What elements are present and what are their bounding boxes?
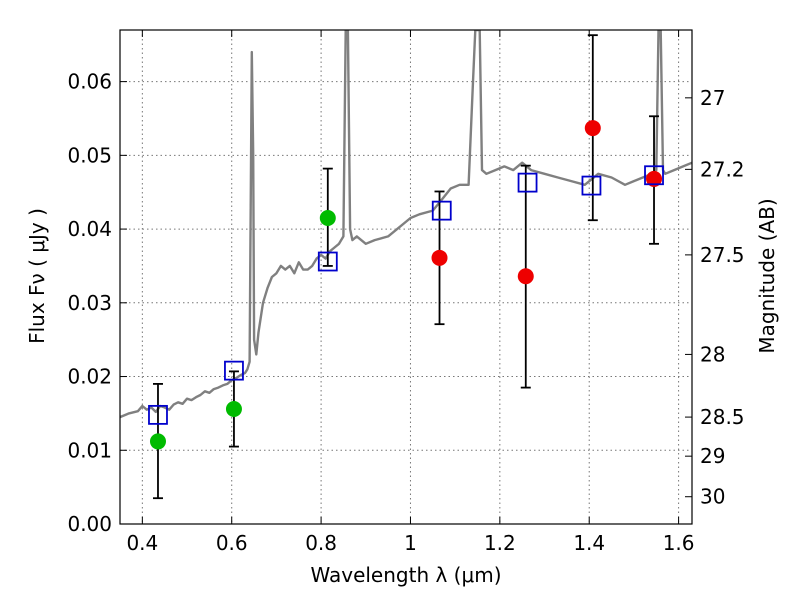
y2-axis-label: Magnitude (AB) — [755, 198, 779, 353]
model-square — [644, 165, 664, 186]
magnitude-tick-label: 28.5 — [700, 405, 745, 429]
y-tick-label: 0.01 — [67, 438, 112, 462]
magnitude-tick-label: 27.5 — [700, 243, 745, 267]
photometry-points — [149, 120, 663, 450]
model-square — [517, 172, 538, 193]
model-square — [224, 360, 244, 381]
red-point — [517, 268, 534, 285]
x-tick-label: 1 — [404, 531, 417, 555]
y-tick-label: 0.00 — [67, 512, 112, 536]
y-axis-label: Flux Fν ( μJy ) — [25, 208, 49, 344]
x-tick-label: 0.8 — [305, 531, 337, 555]
x-tick-label: 1.2 — [484, 531, 516, 555]
x-tick-label: 1.6 — [663, 531, 695, 555]
errorbars — [152, 34, 660, 500]
x-axis-label: Wavelength λ (μm) — [310, 563, 501, 587]
y-tick-label: 0.05 — [67, 143, 112, 167]
model-square — [317, 251, 338, 272]
spectrum-series — [120, 30, 692, 419]
magnitude-tick-label: 30 — [700, 485, 725, 509]
x-tick-label: 0.4 — [126, 531, 158, 555]
red-point — [431, 249, 448, 266]
green-point — [319, 210, 336, 227]
red-point — [584, 120, 601, 137]
model-square — [581, 175, 602, 196]
red-point — [646, 170, 663, 187]
y-tick-label: 0.03 — [67, 291, 112, 315]
green-point — [149, 433, 166, 450]
magnitude-tick-label: 29 — [700, 444, 725, 468]
y-tick-label: 0.04 — [67, 217, 112, 241]
y-tick-label: 0.06 — [67, 70, 112, 94]
magnitude-tick-label: 27.2 — [700, 157, 745, 181]
magnitude-tick-label: 28 — [700, 342, 725, 366]
green-point — [225, 400, 242, 417]
x-tick-label: 1.4 — [573, 531, 605, 555]
spectrum-line — [120, 30, 692, 419]
model-square — [431, 200, 452, 221]
ticks: 0.4 0.6 0.8 1 1.2 1.4 1.6 0.00 0.01 0.02 0.03 0.04 0… — [67, 30, 745, 555]
y-tick-label: 0.02 — [67, 365, 112, 389]
x-tick-label: 0.6 — [216, 531, 248, 555]
model-squares — [148, 165, 664, 425]
model-square — [148, 404, 168, 425]
grid — [120, 30, 692, 525]
magnitude-tick-label: 27 — [700, 86, 725, 110]
plot-frame — [119, 29, 693, 525]
